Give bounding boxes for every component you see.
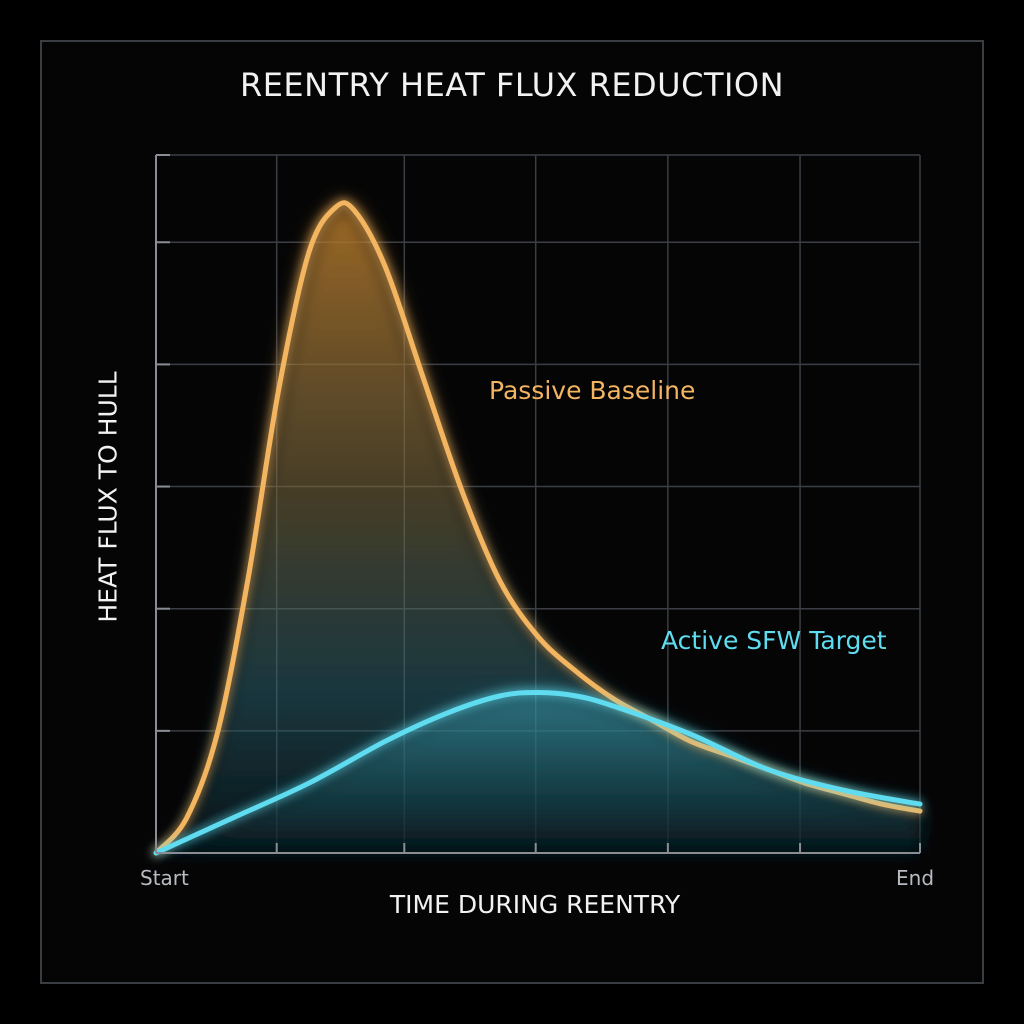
x-axis-title: TIME DURING REENTRY xyxy=(389,890,681,919)
chart-title: REENTRY HEAT FLUX REDUCTION xyxy=(239,66,785,104)
series-line-active-sfw-target xyxy=(153,690,923,856)
y-axis-title: HEAT FLUX TO HULL xyxy=(93,371,123,623)
series-area-active-sfw-target xyxy=(156,692,920,853)
series-label-active-sfw-target: Active SFW Target xyxy=(661,626,887,655)
x-tick-label-start: Start xyxy=(140,866,189,890)
series-area-passive-baseline xyxy=(156,202,920,853)
series-label-passive-baseline: Passive Baseline xyxy=(489,376,696,405)
x-tick-label-end: End xyxy=(896,866,935,890)
